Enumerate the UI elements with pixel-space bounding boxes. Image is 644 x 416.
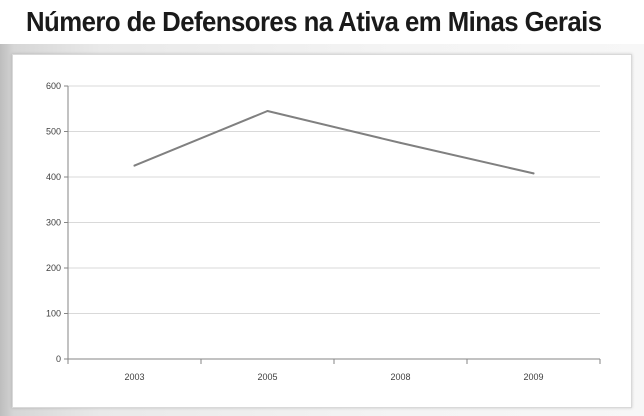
x-tick-label: 2008 <box>390 372 410 382</box>
series-line-0 <box>133 110 535 175</box>
series-lines <box>133 110 535 175</box>
y-tick-label: 400 <box>46 172 61 182</box>
data-point <box>133 164 136 167</box>
x-tick-label: 2009 <box>523 372 543 382</box>
data-point <box>532 172 535 175</box>
data-point <box>266 110 269 113</box>
page-title: Número de Defensores na Ativa em Minas G… <box>26 6 602 37</box>
chart-panel <box>12 54 632 408</box>
y-tick-labels: 0 100 200 300 400 500 600 <box>46 81 61 364</box>
data-point <box>399 141 402 144</box>
y-tick-label: 500 <box>46 127 61 137</box>
axes <box>64 85 601 364</box>
x-tick-label: 2005 <box>257 372 277 382</box>
grid-lines <box>68 85 600 314</box>
x-tick-labels: 2003 2005 2008 2009 <box>124 372 543 382</box>
y-tick-label: 0 <box>56 354 61 364</box>
y-tick-label: 100 <box>46 309 61 319</box>
y-tick-label: 600 <box>46 81 61 91</box>
y-tick-label: 300 <box>46 218 61 228</box>
x-tick-label: 2003 <box>124 372 144 382</box>
y-tick-label: 200 <box>46 263 61 273</box>
